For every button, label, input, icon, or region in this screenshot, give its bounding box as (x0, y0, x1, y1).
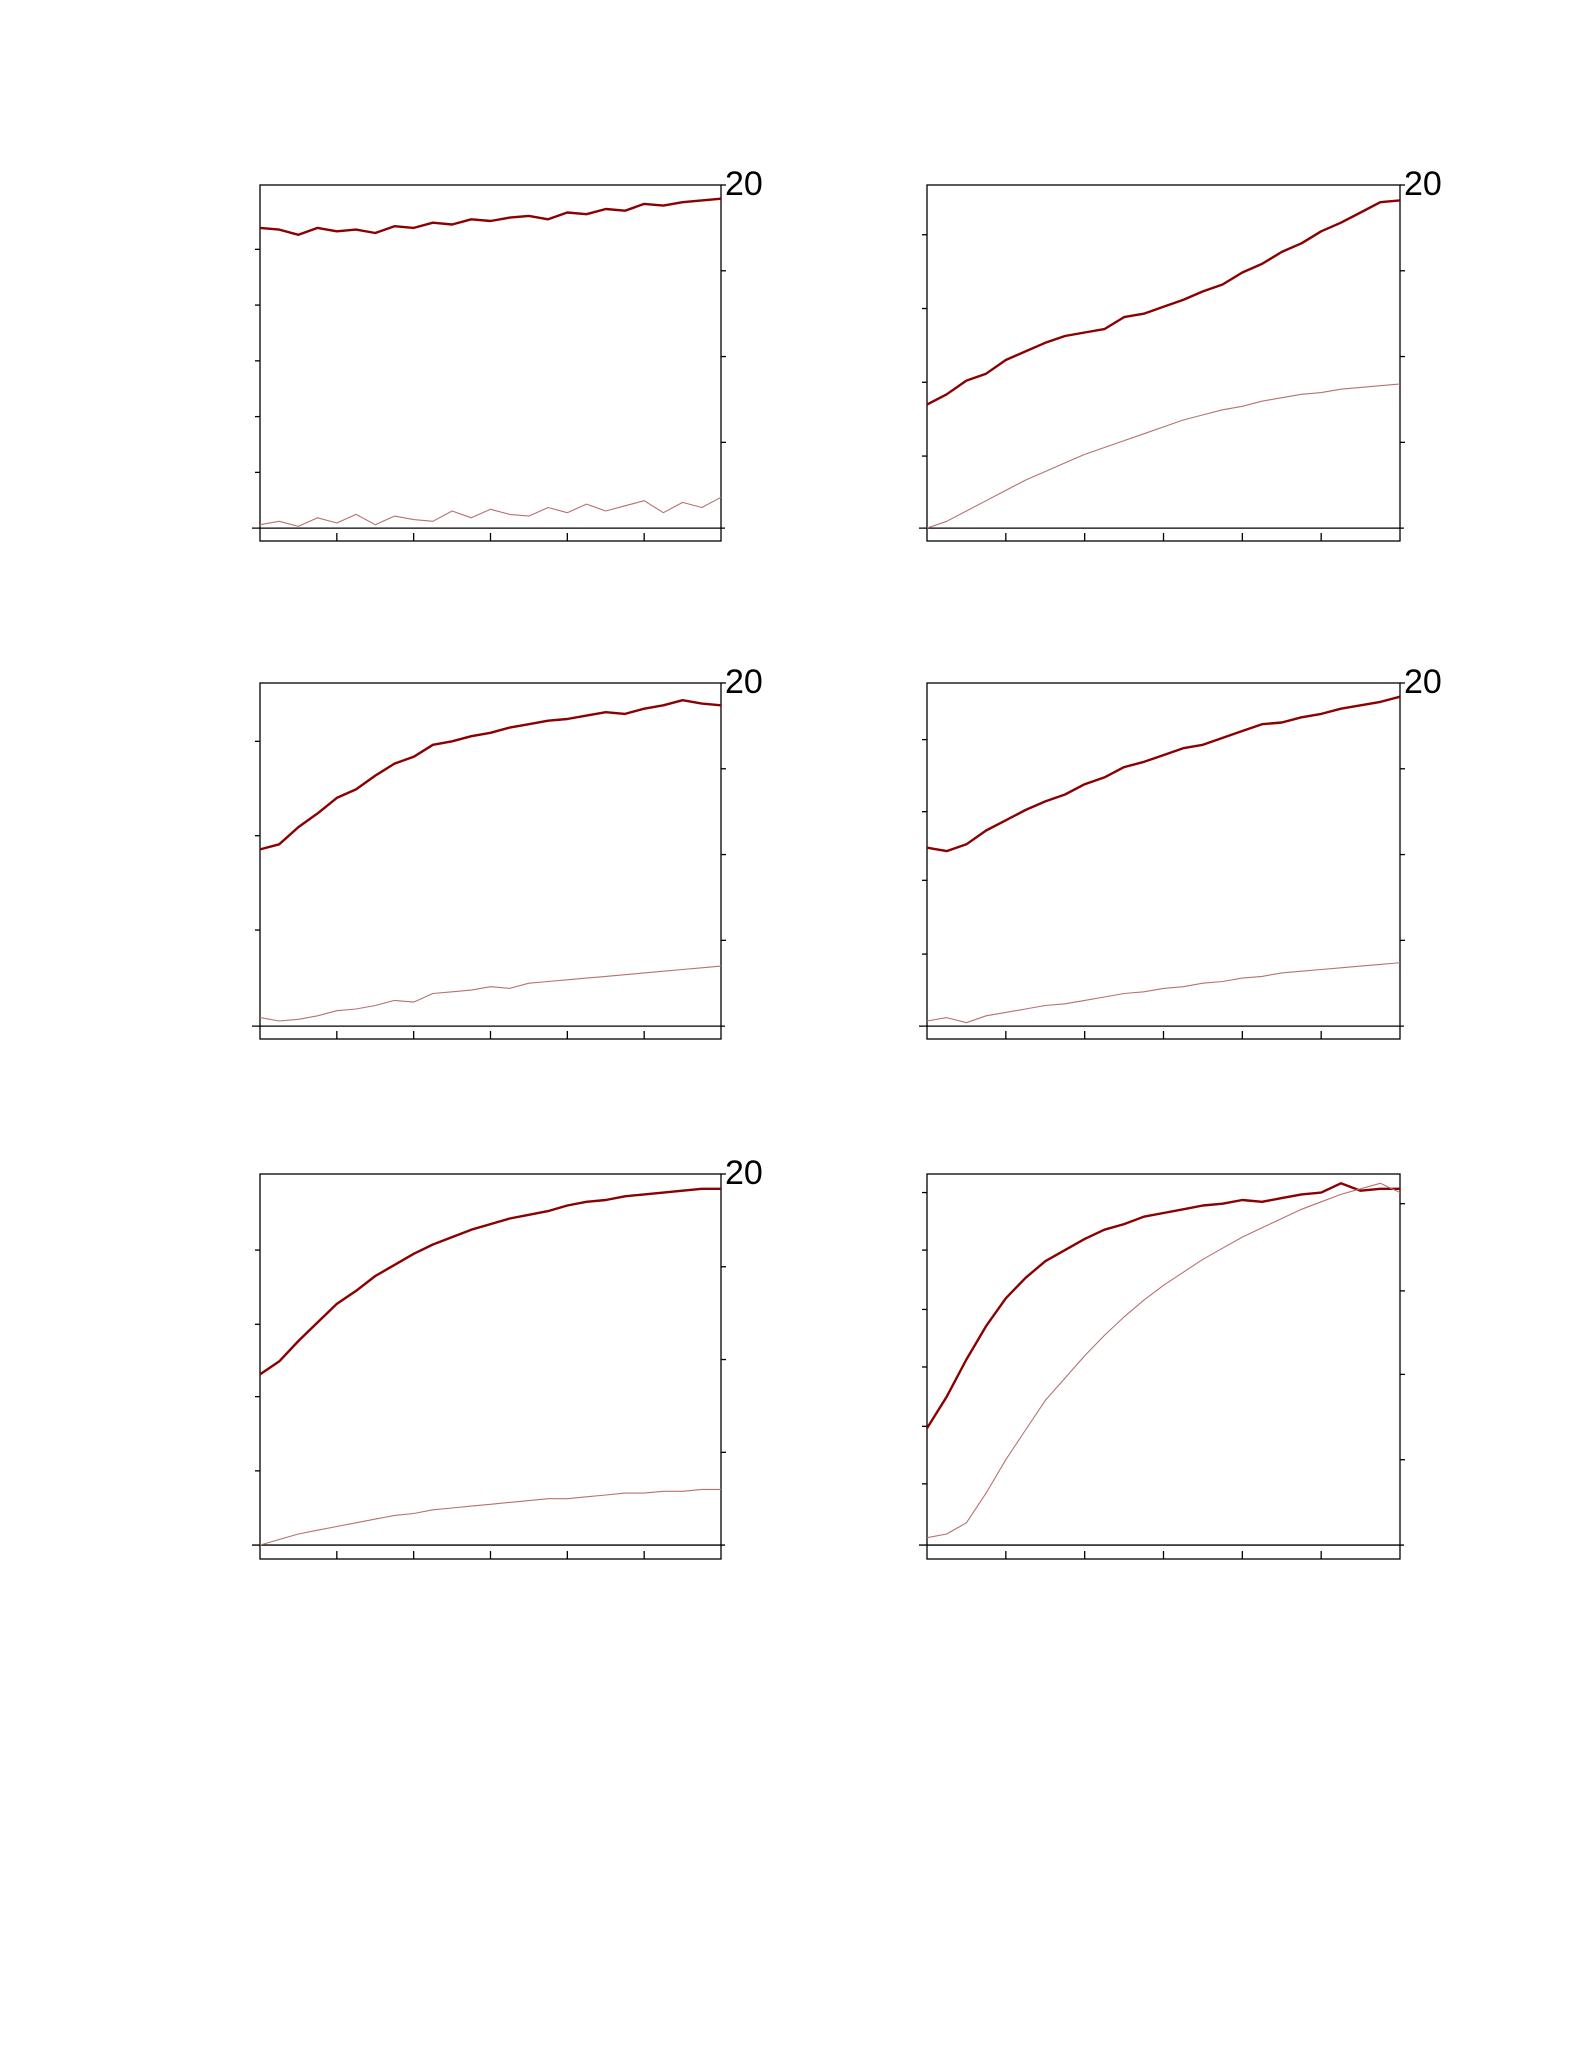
data-line (926, 1182, 1401, 1539)
y2-tick-label: 20 (1404, 165, 1442, 203)
data-line (925, 1182, 1400, 1429)
data-line (259, 1187, 721, 1376)
y2-tick-label: 20 (725, 663, 763, 701)
plot-frame (926, 184, 1401, 542)
data-line (259, 496, 722, 527)
data-line (926, 962, 1401, 1024)
y2-tick-label: 20 (725, 165, 763, 203)
data-line (259, 699, 722, 851)
data-line (259, 1488, 721, 1546)
data-line (926, 383, 1401, 529)
y2-tick-label: 20 (1404, 663, 1442, 701)
plot-frame (259, 184, 722, 542)
y2-tick-label: 20 (725, 1154, 763, 1192)
data-line (259, 965, 722, 1022)
plot-frame (926, 682, 1401, 1040)
plot-frame (259, 1173, 722, 1560)
data-line (926, 695, 1401, 853)
data-line (926, 199, 1401, 406)
plot-frame (259, 682, 722, 1040)
data-line (259, 197, 722, 236)
plot-frame (926, 1173, 1401, 1560)
